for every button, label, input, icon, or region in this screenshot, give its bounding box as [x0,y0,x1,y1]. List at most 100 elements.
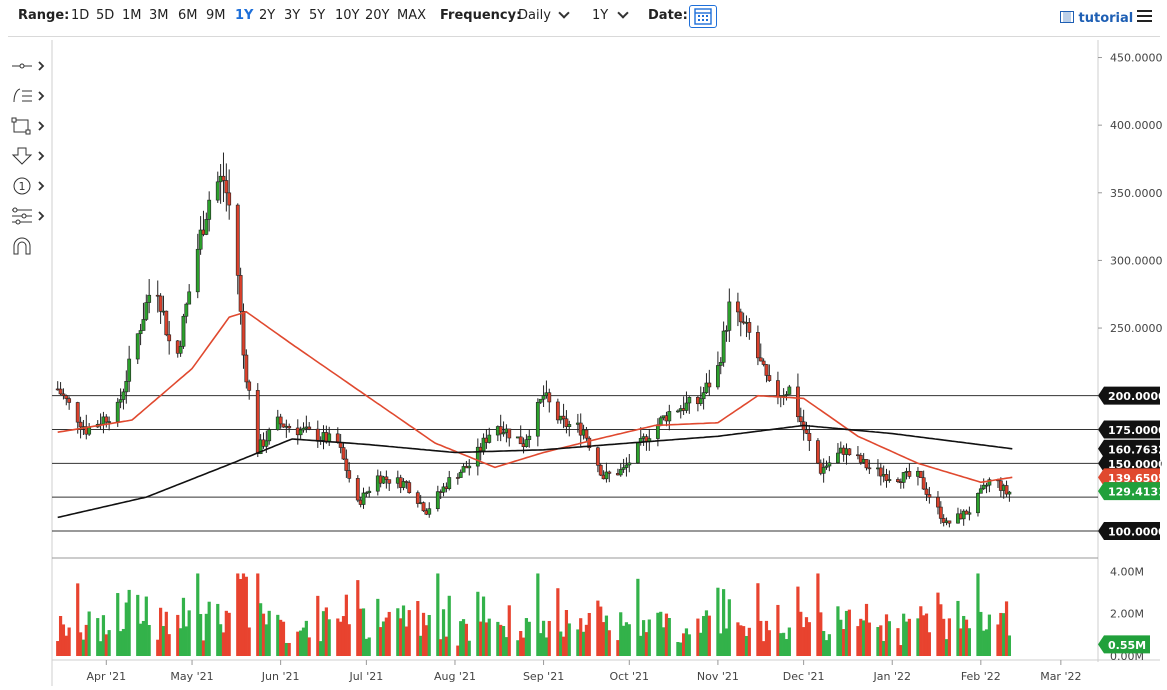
range-button-6m[interactable]: 6M [178,8,198,23]
candle-body [221,175,226,181]
candle-body [627,462,632,466]
candle-body [564,418,569,427]
range-button-5y[interactable]: 5Y [309,8,326,23]
volume-bar [604,615,609,656]
menu-icon[interactable] [1137,10,1152,25]
range-button-10y[interactable]: 10Y [335,8,360,23]
volume-bar [856,626,860,656]
candle-body [335,433,340,443]
volume-bar [84,624,88,656]
volume-bar [567,623,571,656]
volume-marker-shape [1098,635,1150,654]
candle-body [827,462,832,467]
candle-body [361,492,366,505]
calendar-icon[interactable] [689,5,717,28]
volume-bar [736,622,740,656]
volume-marker-text: 0.55M [1108,639,1146,652]
film-icon [1060,11,1074,23]
x-tick-label: Aug '21 [434,670,476,683]
range-button-1d[interactable]: 1D [71,8,90,23]
x-tick-label: Sep '21 [523,670,564,683]
range-button-3y[interactable]: 3Y [284,8,301,23]
volume-bar [647,619,651,656]
frequency-label: Frequency: [440,8,522,23]
candle-body [435,491,440,509]
volume-bar [979,611,983,656]
volume-bar [304,620,308,656]
counter-tools[interactable]: 1 [10,176,50,200]
volume-bar [879,625,883,656]
volume-bar [779,633,783,656]
candle-body [836,452,840,464]
volume-bar [547,620,551,656]
candle-body [727,301,732,331]
candle-body [487,434,492,443]
volume-bar [822,631,826,656]
volume-bar [587,612,591,656]
magnet-tool[interactable] [10,236,50,260]
volume-bar [987,614,991,656]
price-marker-red: 139.6505 [1098,468,1166,487]
crosshair-tool[interactable] [10,56,50,80]
candle-body [1004,485,1009,495]
candle-body [407,482,412,493]
volume-bar [181,597,186,656]
fib-tools[interactable] [10,206,50,230]
candle-body [707,382,712,388]
svg-text:1: 1 [19,180,26,193]
volume-bar [839,619,843,656]
volume-bar [464,623,468,656]
frequency-select[interactable]: Daily [518,8,551,23]
range-button-5d[interactable]: 5D [96,8,115,23]
candle-body [635,442,640,464]
volume-bar [78,632,83,656]
range-button-3m[interactable]: 3M [149,8,169,23]
range-button-1y[interactable]: 1Y [235,8,254,23]
candle-body [758,357,763,362]
price-tick-label: 350.0000 [1110,187,1163,200]
candle-body [807,433,812,441]
level-label-shape [1098,521,1160,540]
volume-bar [476,591,480,656]
volume-bar [699,632,703,656]
range-button-2y[interactable]: 2Y [259,8,276,23]
candle-body [687,396,692,404]
arrow-tools[interactable] [10,146,50,170]
candle-body [501,432,506,435]
candle-body [235,204,240,276]
shape-tools[interactable] [10,116,50,140]
range-button-1m[interactable]: 1M [122,8,142,23]
volume-bar [339,621,343,656]
candle-body [355,478,360,501]
candle-body [738,311,743,323]
candle-body [278,416,283,425]
volume-bar [381,621,386,656]
volume-bar [64,635,68,656]
volume-bar [236,573,240,656]
tutorial-link[interactable]: tutorial [1060,11,1133,26]
volume-bar [356,580,360,656]
volume-bar [536,573,540,656]
range-button-max[interactable]: MAX [397,8,427,23]
volume-bar [101,615,106,656]
candle-body [884,474,889,481]
line-tools[interactable] [10,86,50,110]
candle-body [447,477,452,489]
volume-bar [859,618,863,656]
volume-bar [319,641,323,656]
range-button-9m[interactable]: 9M [206,8,226,23]
volume-bar [421,612,426,656]
volume-bar [184,626,188,656]
period-select[interactable]: 1Y [592,8,609,23]
candle-body [718,362,723,366]
divider [8,36,1160,37]
sma-50-line [57,310,1013,484]
volume-bar [399,618,403,656]
volume-bar [456,645,460,656]
candle-body [61,393,66,396]
range-button-20y[interactable]: 20Y [365,8,390,23]
candle-body [538,398,543,403]
volume-bar [842,629,846,656]
volume-bar [96,618,100,656]
